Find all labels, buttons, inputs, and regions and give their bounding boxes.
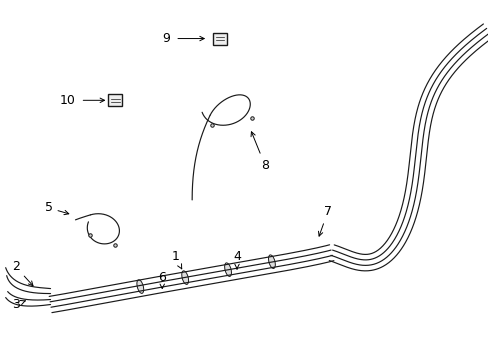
Text: 1: 1 xyxy=(171,250,182,269)
Text: 4: 4 xyxy=(233,250,241,269)
Text: 5: 5 xyxy=(44,201,69,215)
FancyBboxPatch shape xyxy=(213,32,226,45)
Text: 3: 3 xyxy=(12,298,25,311)
Text: 7: 7 xyxy=(318,205,331,236)
Text: 6: 6 xyxy=(158,271,166,288)
Text: 2: 2 xyxy=(12,260,33,286)
FancyBboxPatch shape xyxy=(108,94,122,106)
Text: 9: 9 xyxy=(162,32,170,45)
Ellipse shape xyxy=(182,271,188,284)
Text: 8: 8 xyxy=(250,132,268,172)
Text: 10: 10 xyxy=(60,94,75,107)
Ellipse shape xyxy=(224,263,231,276)
Ellipse shape xyxy=(137,280,143,293)
Ellipse shape xyxy=(268,255,275,269)
